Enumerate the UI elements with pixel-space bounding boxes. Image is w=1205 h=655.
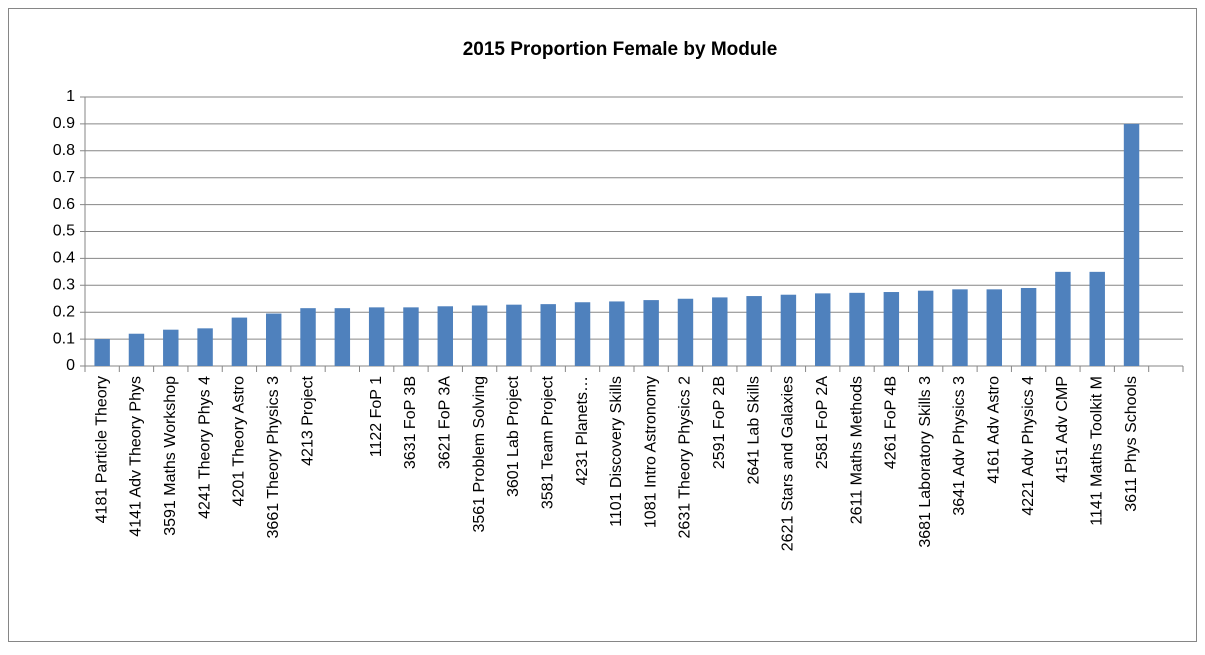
bar [574,302,591,366]
x-tick-label: 4261 FoP 4B [883,376,900,469]
x-tick-label: 3581 Team Project [539,375,556,509]
chart-title: 2015 Proportion Female by Module [463,39,778,60]
bar [540,304,556,366]
y-tick-label: 0.3 [53,277,75,294]
x-tick-label: 2581 FoP 2A [814,376,831,469]
bar [1123,123,1140,367]
x-tick-label: 2631 Theory Physics 2 [677,376,694,539]
x-tick-label: 3611 Phys Schools [1123,376,1140,512]
y-tick-label: 0.9 [53,115,75,132]
bar [1020,287,1037,366]
x-tick-label: 1101 Discovery Skills [608,376,625,527]
x-tick-label: 4201 Theory Astro [231,376,248,507]
x-tick-label: 2641 Lab Skills [745,376,762,485]
x-tick-label: 3631 FoP 3B [402,376,419,469]
y-tick-label: 0.6 [53,196,75,213]
bar [265,313,282,366]
bar [403,307,419,366]
x-tick-label: 4221 Adv Physics 4 [1020,376,1037,516]
y-tick-label: 0.4 [53,250,75,267]
bar [506,304,522,366]
x-tick-label: 4141 Adv Theory Phys [128,376,145,537]
bar [883,292,900,366]
x-tick-label: 3561 Problem Solving [471,376,488,533]
bar [334,308,351,366]
y-tick-label: 0.7 [53,169,75,186]
x-tick-label: 2611 Maths Methods [848,376,865,524]
bar [300,308,316,366]
bar [712,297,728,366]
x-tick-label: 4151 Adv CMP [1054,376,1071,483]
bar [1055,271,1071,366]
bar [814,293,831,366]
x-tick-label: 4213 Project [299,375,316,465]
bar [952,289,968,366]
bar [849,292,865,366]
y-tick-label: 0.5 [53,223,75,240]
x-tick-label: 4241 Theory Phys 4 [196,376,213,519]
bar [437,306,454,366]
y-tick-label: 0 [66,357,75,374]
y-tick-label: 0.2 [53,303,75,320]
bar [746,296,762,366]
x-tick-label: 1122 FoP 1 [368,376,385,457]
x-tick-label: 3591 Maths Workshop [162,376,179,536]
bar [231,317,248,366]
x-tick-label: 3681 Laboratory Skills 3 [917,376,934,548]
bar [197,328,213,366]
x-tick-label: 3601 Lab Project [505,375,522,497]
chart-frame [8,8,1197,642]
bar [986,289,1003,366]
x-tick-label: 2621 Stars and Galaxies [780,376,797,551]
x-tick-label: 3661 Theory Physics 3 [265,376,282,539]
bar [780,294,797,366]
y-tick-label: 0.8 [53,142,75,159]
x-tick-label: 1081 Intro Astronomy [642,376,659,528]
x-tick-label: 3641 Adv Physics 3 [951,376,968,516]
y-tick-label: 0.1 [53,330,75,347]
x-tick-label: 4231 Planets… [574,376,591,485]
x-tick-label: 4161 Adv Astro [986,376,1003,484]
bar [917,290,934,366]
bar [677,298,694,366]
bar [163,329,179,366]
y-tick-label: 1 [66,88,75,105]
bar [471,305,488,366]
bar [609,301,625,366]
bar [94,339,110,366]
bar [643,300,659,366]
x-tick-label: 2591 FoP 2B [711,376,728,469]
x-tick-label: 3621 FoP 3A [437,376,454,469]
bar [128,333,145,366]
bar [368,307,385,366]
x-tick-label: 4181 Particle Theory [93,376,110,523]
x-tick-label: 1141 Maths Toolkit M [1088,376,1105,526]
bar [1089,271,1105,366]
